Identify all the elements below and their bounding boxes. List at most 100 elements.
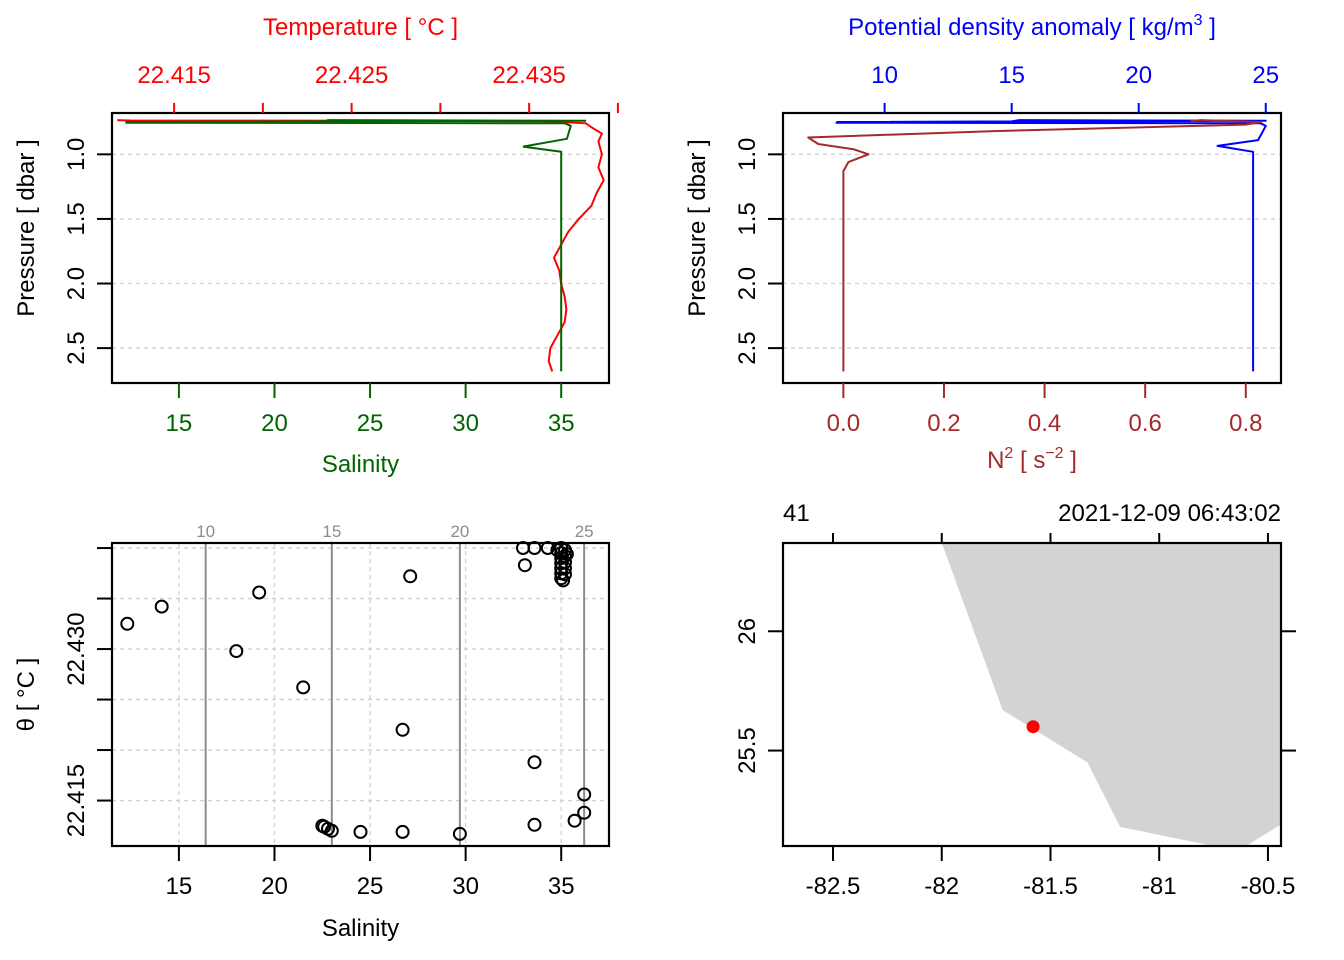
bottom-axis-tick-label: 0.4 <box>1028 410 1061 437</box>
bottom-axis-tick-label: 25 <box>357 873 384 900</box>
unit-close: ] <box>1064 447 1077 474</box>
ts-data-point <box>559 547 574 562</box>
top-axis-tick-label: 22.435 <box>492 62 565 89</box>
ts-data-point <box>452 826 467 841</box>
top-axis-tick-label: 10 <box>871 62 898 89</box>
ts-data-point <box>558 567 572 582</box>
superscript: 2 <box>1004 445 1013 462</box>
n2-profile-line <box>807 119 1262 372</box>
series-layer <box>117 119 605 372</box>
bottom-axis-title: Salinity <box>322 451 399 478</box>
axes-layer: 22.415 22.425 22.435 15 20 25 30 35 1.0 1.5 2.0 2.5 <box>63 62 619 437</box>
density-contour-label: 25 <box>575 522 594 541</box>
top-axis-title: Temperature [ °C ] <box>263 14 458 41</box>
bottom-axis-title: N2 [ s−2 ] <box>987 445 1077 474</box>
station-id-label: 41 <box>783 500 810 527</box>
ts-data-point <box>554 546 569 561</box>
plot-frame <box>781 111 1283 385</box>
bottom-axis-tick-label: 25 <box>357 410 384 437</box>
land-layer <box>941 543 1281 846</box>
bottom-axis-tick-label: 0.0 <box>827 410 860 437</box>
bottom-axis-tick-label: 20 <box>261 410 288 437</box>
ts-data-point <box>296 680 311 695</box>
grid-lines <box>112 543 609 846</box>
ts-data-point <box>527 817 542 832</box>
ts-data-point <box>395 824 410 839</box>
ts-data-point <box>229 644 244 659</box>
bottom-axis-tick-label: 35 <box>548 410 575 437</box>
top-axis-tick-label: 22.425 <box>315 62 388 89</box>
left-axis-tick-label: 2.0 <box>734 267 761 300</box>
panel-density-n2-profile: 10 15 20 25 0.0 0.2 0.4 0.6 0.8 1.0 1.5 2.0 2.5 Pote… <box>684 12 1283 474</box>
unit-open: [ s <box>1013 447 1045 474</box>
ts-data-point <box>120 616 135 631</box>
land-polygon <box>941 543 1281 846</box>
ts-data-point <box>154 599 169 614</box>
y-axis-title: θ [ °C ] <box>13 658 40 732</box>
density-contour-label: 20 <box>450 522 469 541</box>
salinity-profile-line <box>125 119 587 372</box>
scatter-layer <box>120 541 592 841</box>
ts-data-point <box>577 805 592 820</box>
bottom-axis-tick-label: 0.2 <box>927 410 960 437</box>
series-layer <box>807 119 1267 372</box>
bracket: ] <box>1203 14 1216 41</box>
ts-data-point <box>252 585 267 600</box>
bottom-axis-tick-label: 30 <box>452 410 479 437</box>
panel-salinity-temperature-profile: 22.415 22.425 22.435 15 20 25 30 35 1.0 1.5 2.0 2.5… <box>13 14 619 478</box>
bottom-axis-tick-label: -82 <box>924 873 959 900</box>
bottom-axis-tick-label: 15 <box>166 410 193 437</box>
n2-symbol: N <box>987 447 1004 474</box>
x-axis-title: Salinity <box>322 915 399 942</box>
panel-station-map: -82.5 -82 -81.5 -81 -80.5 25.5 26 41 2021-12-0… <box>734 500 1296 900</box>
axes-layer: -82.5 -82 -81.5 -81 -80.5 25.5 26 <box>734 533 1296 900</box>
plot-frame <box>110 111 611 385</box>
left-axis-tick-label: 1.5 <box>734 202 761 235</box>
left-axis-tick-label: 22.415 <box>63 764 90 837</box>
grid-lines <box>783 153 1281 349</box>
top-axis-title-text: Potential density anomaly [ kg/m <box>848 14 1194 41</box>
plot-frame <box>110 541 611 848</box>
y-axis-title: Pressure [ dbar ] <box>684 139 711 316</box>
panel-ts-diagram: 10 15 20 25 15 20 25 30 35 22.415 22.430 Salinity… <box>13 522 611 942</box>
superscript: 3 <box>1194 12 1203 29</box>
ts-data-point <box>315 818 330 833</box>
y-axis-title: Pressure [ dbar ] <box>13 139 40 316</box>
density-contour-label: 10 <box>196 522 215 541</box>
ts-data-point <box>556 573 571 588</box>
bottom-axis-tick-label: -80.5 <box>1241 873 1296 900</box>
bottom-axis-tick-label: -81.5 <box>1023 873 1078 900</box>
ts-data-point <box>403 569 418 584</box>
ts-data-point <box>527 755 542 770</box>
ts-data-point <box>517 558 532 573</box>
left-axis-tick-label: 22.430 <box>63 612 90 685</box>
axes-layer: 10 15 20 25 0.0 0.2 0.4 0.6 0.8 1.0 1.5 2.0 2.5 <box>734 62 1279 437</box>
top-axis-tick-label: 20 <box>1125 62 1152 89</box>
bottom-axis-tick-label: 0.8 <box>1229 410 1262 437</box>
density-contour-label: 15 <box>322 522 341 541</box>
left-axis-tick-label: 2.5 <box>63 331 90 364</box>
bottom-axis-tick-label: 20 <box>261 873 288 900</box>
top-axis-tick-label: 15 <box>998 62 1025 89</box>
bottom-axis-tick-label: 0.6 <box>1128 410 1161 437</box>
left-axis-tick-label: 25.5 <box>734 727 761 774</box>
top-axis-title: Potential density anomaly [ kg/m3 ] <box>848 12 1216 41</box>
station-time-label: 2021-12-09 06:43:02 <box>1058 500 1281 527</box>
superscript: −2 <box>1045 445 1063 462</box>
bottom-axis-tick-label: -81 <box>1142 873 1177 900</box>
left-axis-tick-label: 1.0 <box>63 138 90 171</box>
bottom-axis-tick-label: -82.5 <box>806 873 861 900</box>
ts-data-point <box>353 824 368 839</box>
left-axis-tick-label: 1.5 <box>63 202 90 235</box>
bottom-axis-tick-label: 15 <box>166 873 193 900</box>
density-profile-line <box>835 119 1267 372</box>
plot-frame <box>781 541 1283 848</box>
grid-lines <box>112 153 609 349</box>
axes-layer: 15 20 25 30 35 22.415 22.430 <box>63 547 575 900</box>
temperature-profile-line <box>117 119 605 372</box>
left-axis-tick-label: 26 <box>734 618 761 645</box>
station-layer <box>1026 720 1040 734</box>
left-axis-tick-label: 2.0 <box>63 267 90 300</box>
bottom-axis-tick-label: 35 <box>548 873 575 900</box>
